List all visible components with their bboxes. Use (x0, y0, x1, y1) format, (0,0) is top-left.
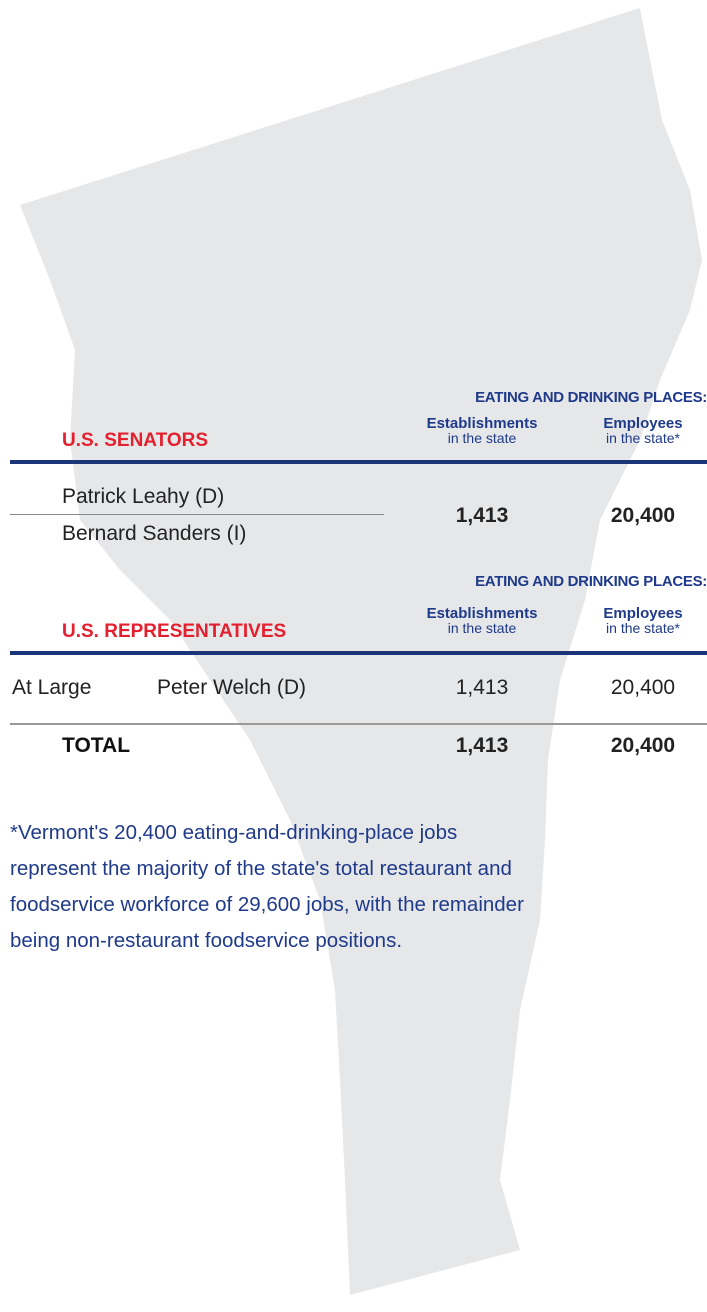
footnote-line: represent the majority of the state's to… (10, 857, 512, 880)
column-sublabel: in the state* (606, 430, 680, 446)
column-sublabel: in the state* (606, 620, 680, 636)
column-label: Establishments (426, 415, 538, 432)
column-label: Employees (603, 605, 683, 622)
column-label: Employees (603, 415, 683, 432)
employees: 20,400 (610, 504, 676, 527)
representative-name: Peter Welch (D) (157, 676, 306, 699)
footnote-line: *Vermont's 20,400 eating-and-drinking-pl… (10, 821, 458, 844)
divider (10, 651, 707, 655)
total-employees: 20,400 (610, 734, 676, 757)
establishments: 1,413 (455, 504, 509, 527)
column-sublabel: in the state (447, 430, 517, 446)
column-header: Employees in the state* (568, 416, 707, 445)
section-title: U.S. SENATORS (62, 430, 209, 451)
employees: 20,400 (610, 676, 676, 699)
section-title: U.S. REPRESENTATIVES (62, 621, 287, 642)
senator-name: Patrick Leahy (D) (62, 485, 225, 508)
column-header: Establishments in the state (407, 416, 557, 445)
footnote-line: foodservice workforce of 29,600 jobs, wi… (10, 893, 524, 916)
footnote-line: being non-restaurant foodservice positio… (10, 929, 403, 952)
divider (10, 723, 707, 725)
district: At Large (12, 676, 92, 699)
divider (10, 460, 707, 464)
senator-name: Bernard Sanders (I) (62, 522, 247, 545)
column-header: Employees in the state* (568, 606, 707, 635)
column-sublabel: in the state (447, 620, 517, 636)
column-header: Establishments in the state (407, 606, 557, 635)
total-label: TOTAL (62, 734, 131, 757)
column-label: Establishments (426, 605, 538, 622)
divider (10, 514, 384, 515)
establishments: 1,413 (455, 676, 509, 699)
total-establishments: 1,413 (455, 734, 509, 757)
section-header: EATING AND DRINKING PLACES: (475, 573, 707, 590)
section-header: EATING AND DRINKING PLACES: (475, 389, 707, 406)
